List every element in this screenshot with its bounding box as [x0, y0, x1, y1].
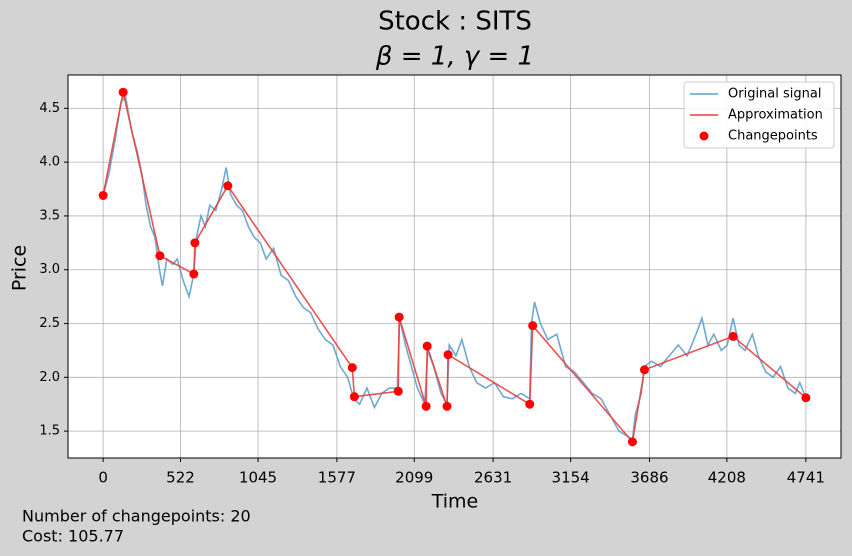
annotation: Cost: 105.77 — [22, 527, 124, 546]
legend-label: Original signal — [728, 87, 821, 102]
changepoint — [98, 190, 108, 200]
changepoint — [525, 399, 535, 409]
x-tick-label: 4208 — [708, 469, 746, 487]
x-tick-label: 4741 — [787, 469, 825, 487]
changepoint — [639, 365, 649, 375]
x-axis-label: Time — [431, 491, 479, 513]
y-tick-label: 3.5 — [39, 208, 60, 223]
changepoint — [393, 386, 403, 396]
changepoint — [627, 437, 637, 447]
changepoint — [443, 350, 453, 360]
series-line — [102, 92, 807, 444]
legend-label: Approximation — [728, 108, 823, 123]
changepoint — [421, 401, 431, 411]
changepoint — [155, 251, 165, 261]
chart-title: Stock : SITS — [378, 7, 532, 37]
x-tick-label: 522 — [166, 469, 195, 487]
changepoint — [394, 312, 404, 322]
axes-frame — [67, 74, 842, 459]
changepoint — [728, 331, 738, 341]
y-tick-label: 3.0 — [39, 262, 60, 277]
chart-subtitle: β = 1, γ = 1 — [375, 42, 534, 72]
x-tick-label: 2099 — [395, 469, 433, 487]
changepoint — [223, 181, 233, 191]
changepoint — [442, 401, 452, 411]
legend-label: Changepoints — [728, 129, 818, 144]
changepoint — [528, 321, 538, 331]
x-tick-label: 3686 — [630, 469, 668, 487]
annotation: Number of changepoints: 20 — [22, 507, 251, 526]
y-tick-label: 1.5 — [39, 424, 60, 439]
x-tick-label: 1577 — [318, 469, 356, 487]
x-tick-label: 3154 — [552, 469, 590, 487]
legend-swatch — [699, 131, 709, 141]
changepoint — [347, 363, 357, 373]
y-tick-label: 2.5 — [39, 316, 60, 331]
changepoint — [801, 393, 811, 403]
changepoint — [349, 392, 359, 402]
x-tick-label: 1045 — [239, 469, 277, 487]
y-axis-label: Price — [9, 245, 31, 291]
y-tick-label: 4.0 — [39, 155, 60, 170]
x-tick-label: 2631 — [474, 469, 512, 487]
y-tick-label: 4.5 — [39, 101, 60, 116]
changepoint — [118, 87, 128, 97]
legend-box — [683, 81, 835, 149]
x-tick-label: 0 — [98, 469, 108, 487]
changepoint — [422, 341, 432, 351]
y-tick-label: 2.0 — [39, 370, 60, 385]
changepoint — [190, 238, 200, 248]
changepoint — [189, 269, 199, 279]
